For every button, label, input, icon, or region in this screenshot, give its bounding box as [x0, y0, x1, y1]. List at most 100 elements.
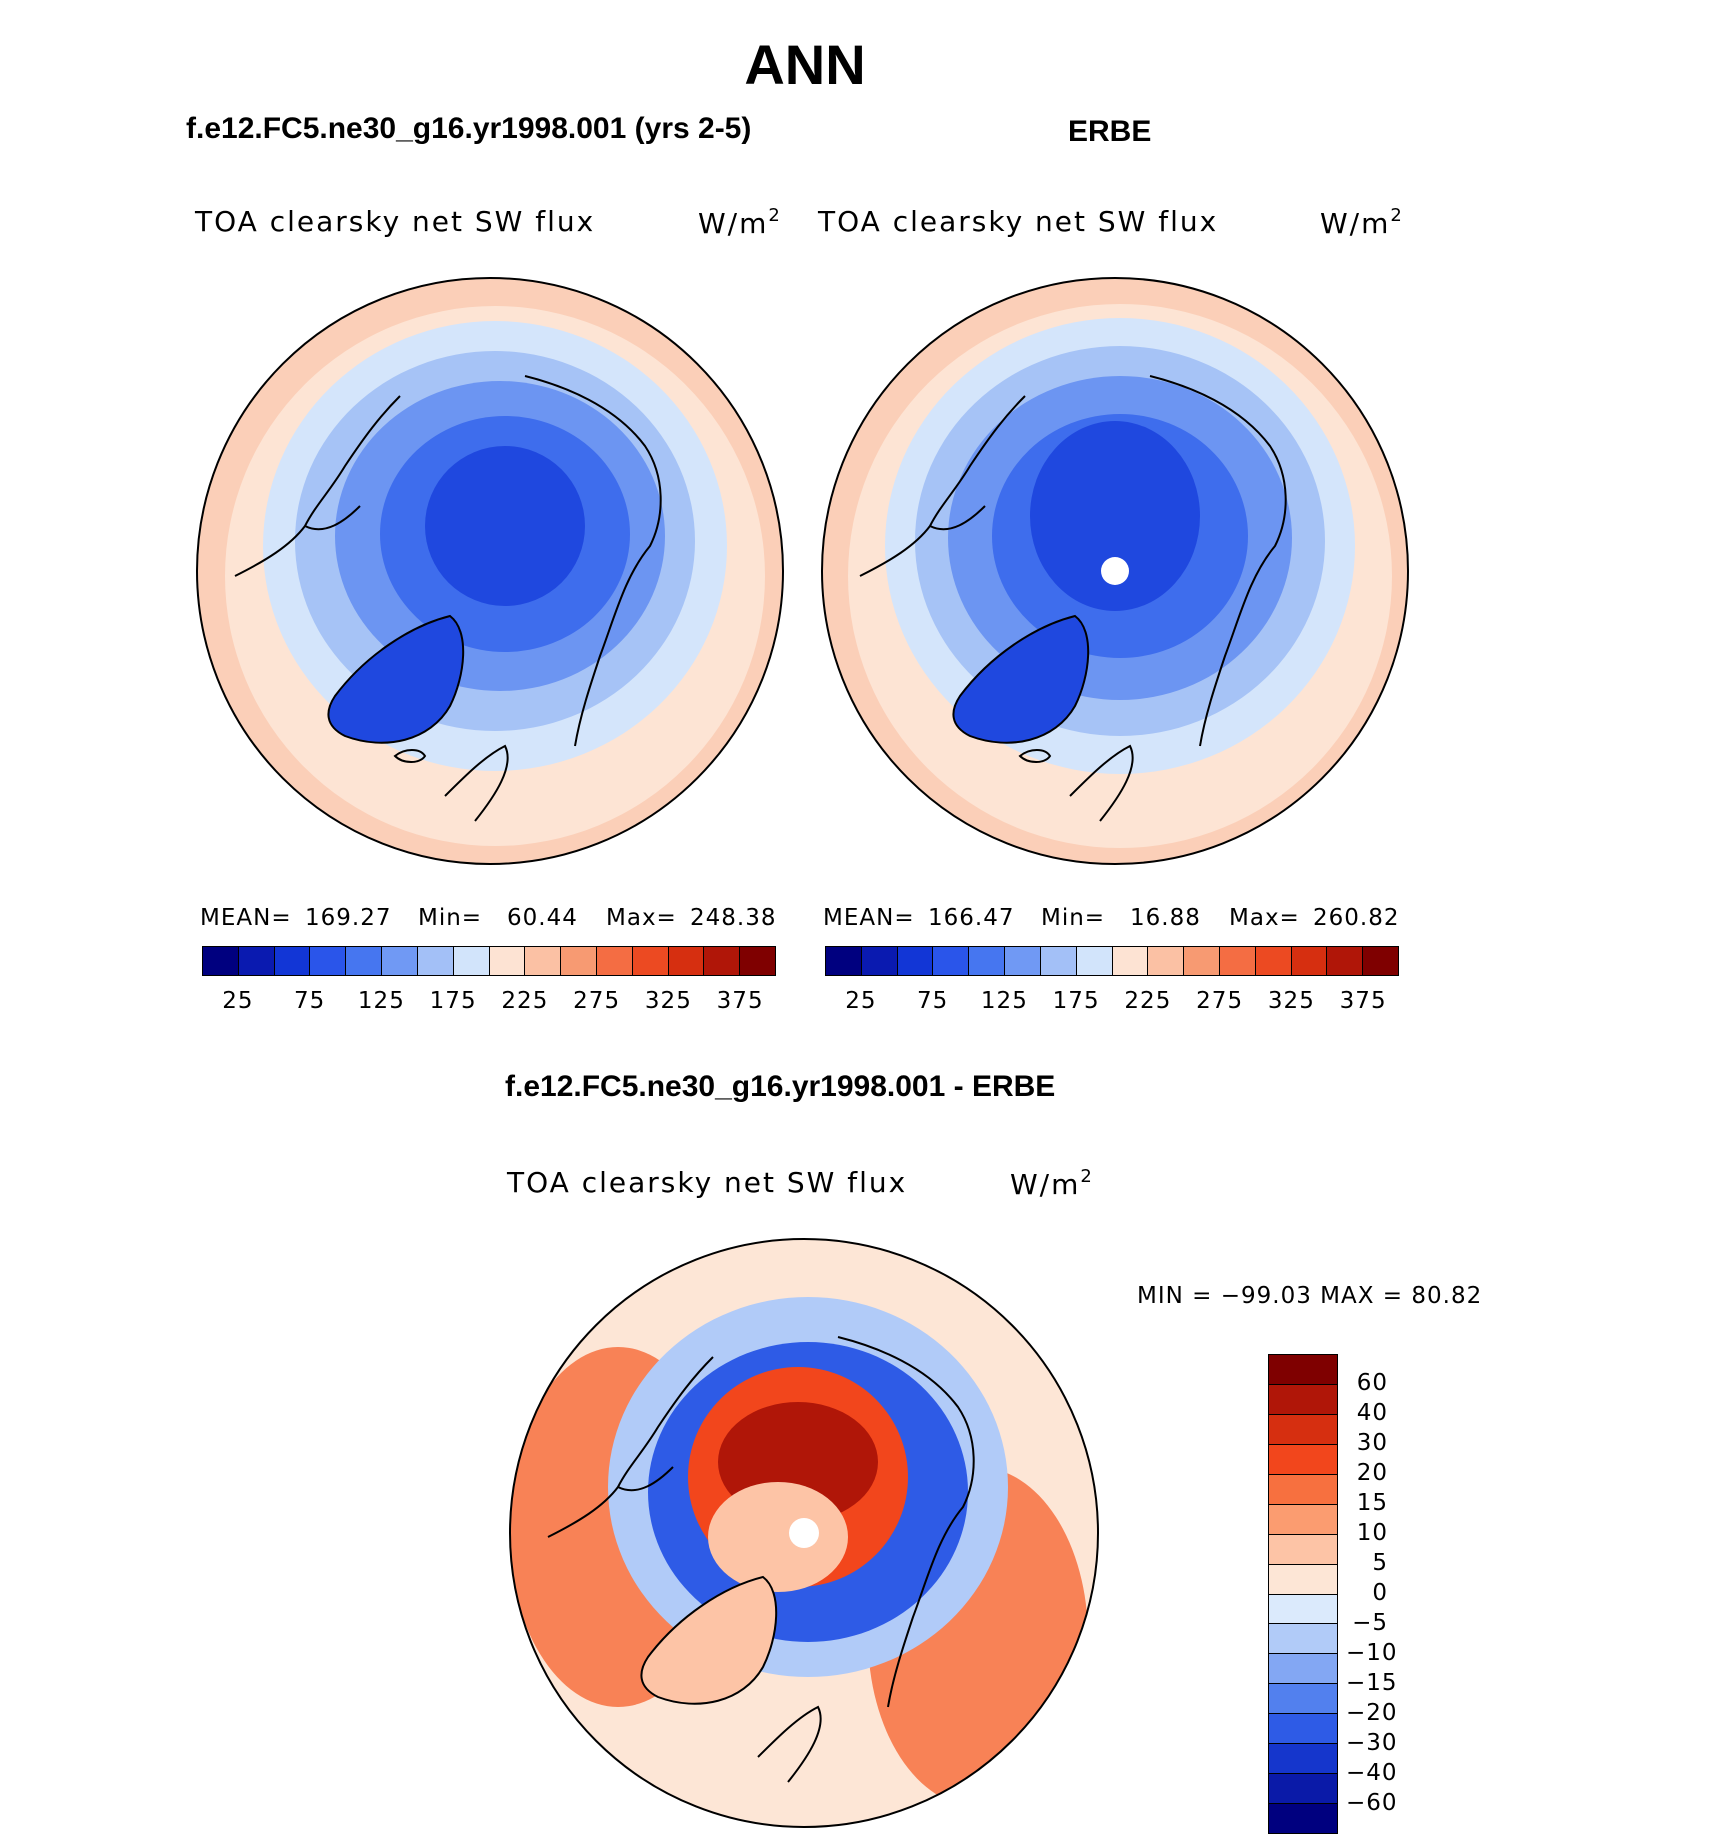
model-case-title: f.e12.FC5.ne30_g16.yr1998.001 (yrs 2-5) — [186, 112, 752, 145]
colorbar-tick-label: −10 — [1346, 1640, 1398, 1666]
colorbar-swatch — [1269, 1504, 1337, 1535]
colorbar-tick-label: −40 — [1346, 1760, 1398, 1786]
colorbar-swatch — [1327, 947, 1364, 975]
colorbar-swatch — [525, 947, 562, 975]
map-deep-core — [425, 446, 585, 606]
colorbar-swatch — [489, 947, 526, 975]
colorbar-swatch — [933, 947, 970, 975]
model-colorbar — [202, 946, 776, 976]
colorbar-swatch — [704, 947, 741, 975]
colorbar-swatch — [1005, 947, 1041, 975]
colorbar-swatch — [1363, 947, 1398, 975]
colorbar-swatch — [453, 947, 490, 975]
polar-data-hole — [1101, 557, 1129, 585]
obs-polar-map — [821, 277, 1409, 865]
obs-min-label: Min= — [1041, 905, 1106, 931]
obs-max-value: 260.82 — [1313, 905, 1400, 931]
colorbar-swatch — [203, 947, 239, 975]
colorbar-tick-label: 20 — [1356, 1460, 1388, 1486]
colorbar-tick-label: 275 — [1196, 988, 1244, 1014]
colorbar-swatch — [1040, 947, 1077, 975]
colorbar-swatch — [1269, 1774, 1337, 1805]
model-min-value: 60.44 — [507, 905, 578, 931]
figure-title: ANN — [744, 33, 866, 96]
colorbar-tick-label: 75 — [293, 988, 326, 1014]
colorbar-swatch — [417, 947, 454, 975]
colorbar-tick-label: 375 — [716, 988, 764, 1014]
colorbar-swatch — [1269, 1384, 1337, 1415]
colorbar-tick-label: 0 — [1372, 1580, 1388, 1606]
diff-minmax-text: MIN = −99.03 MAX = 80.82 — [1137, 1283, 1483, 1309]
colorbar-swatch — [382, 947, 418, 975]
map-boundary — [196, 277, 784, 865]
colorbar-swatch — [1076, 947, 1113, 975]
colorbar-swatch — [561, 947, 597, 975]
obs-colorbar — [825, 946, 1399, 976]
colorbar-tick-label: 30 — [1356, 1430, 1388, 1456]
colorbar-tick-label: 375 — [1339, 988, 1387, 1014]
colorbar-tick-label: 275 — [573, 988, 621, 1014]
coastline-north-america — [234, 395, 401, 577]
diff-colorbar-ticks: 60 40 30 20 15 10 5 0 −5 −10 −15 −20 −30 −40 −60 — [1346, 1354, 1446, 1834]
obs-variable-label: TOA clearsky net SW flux — [818, 205, 1219, 238]
obs-max-label: Max= — [1229, 905, 1300, 931]
colorbar-swatch — [1269, 1714, 1337, 1745]
colorbar-tick-label: 25 — [222, 988, 254, 1014]
colorbar-swatch — [238, 947, 275, 975]
colorbar-swatch — [1184, 947, 1220, 975]
colorbar-swatch — [969, 947, 1006, 975]
colorbar-tick-label: 125 — [980, 988, 1028, 1014]
colorbar-swatch — [1269, 1684, 1337, 1715]
colorbar-tick-label: 175 — [429, 988, 477, 1014]
colorbar-tick-label: 15 — [1356, 1490, 1388, 1516]
model-colorbar-ticks: 25 75 125 175 225 275 325 375 — [202, 988, 776, 1018]
colorbar-tick-label: −15 — [1346, 1670, 1398, 1696]
colorbar-swatch — [1112, 947, 1149, 975]
colorbar-tick-label: 60 — [1356, 1370, 1388, 1396]
obs-unit-label: W/m2 — [1320, 205, 1404, 240]
colorbar-swatch — [897, 947, 934, 975]
colorbar-tick-label: −20 — [1346, 1700, 1398, 1726]
obs-mean-label: MEAN= — [823, 905, 915, 931]
colorbar-swatch — [1269, 1444, 1337, 1475]
colorbar-tick-label: 325 — [644, 988, 692, 1014]
model-unit-label: W/m2 — [698, 205, 782, 240]
obs-min-value: 16.88 — [1130, 905, 1201, 931]
coastline-eurasia — [524, 375, 662, 747]
diff-variable-label: TOA clearsky net SW flux — [507, 1166, 908, 1199]
diff-unit-label: W/m2 — [1010, 1166, 1094, 1201]
model-min-label: Min= — [418, 905, 483, 931]
colorbar-tick-label: −30 — [1346, 1730, 1398, 1756]
colorbar-tick-label: 225 — [1124, 988, 1172, 1014]
colorbar-tick-label: 325 — [1267, 988, 1315, 1014]
diff-polar-map — [509, 1238, 1099, 1828]
colorbar-swatch — [1269, 1804, 1337, 1833]
colorbar-tick-label: 10 — [1356, 1520, 1388, 1546]
obs-mean-value: 166.47 — [928, 905, 1015, 931]
colorbar-swatch — [1269, 1564, 1337, 1595]
colorbar-tick-label: 40 — [1356, 1400, 1388, 1426]
colorbar-swatch — [1148, 947, 1185, 975]
colorbar-tick-label: 125 — [357, 988, 405, 1014]
colorbar-swatch — [826, 947, 862, 975]
colorbar-swatch — [310, 947, 347, 975]
colorbar-swatch — [1269, 1654, 1337, 1685]
coastline-europe — [444, 744, 509, 822]
model-mean-label: MEAN= — [200, 905, 292, 931]
map-greenland — [328, 616, 464, 743]
colorbar-swatch — [668, 947, 705, 975]
colorbar-swatch — [632, 947, 669, 975]
colorbar-swatch — [1269, 1414, 1337, 1445]
colorbar-swatch — [861, 947, 898, 975]
colorbar-tick-label: −5 — [1352, 1610, 1388, 1636]
model-mean-value: 169.27 — [305, 905, 392, 931]
colorbar-swatch — [1269, 1594, 1337, 1625]
colorbar-swatch — [1219, 947, 1256, 975]
colorbar-swatch — [1269, 1474, 1337, 1505]
colorbar-swatch — [740, 947, 775, 975]
colorbar-swatch — [1269, 1744, 1337, 1775]
model-max-label: Max= — [606, 905, 677, 931]
colorbar-swatch — [1269, 1355, 1337, 1385]
colorbar-swatch — [596, 947, 633, 975]
obs-case-title: ERBE — [1068, 115, 1152, 148]
